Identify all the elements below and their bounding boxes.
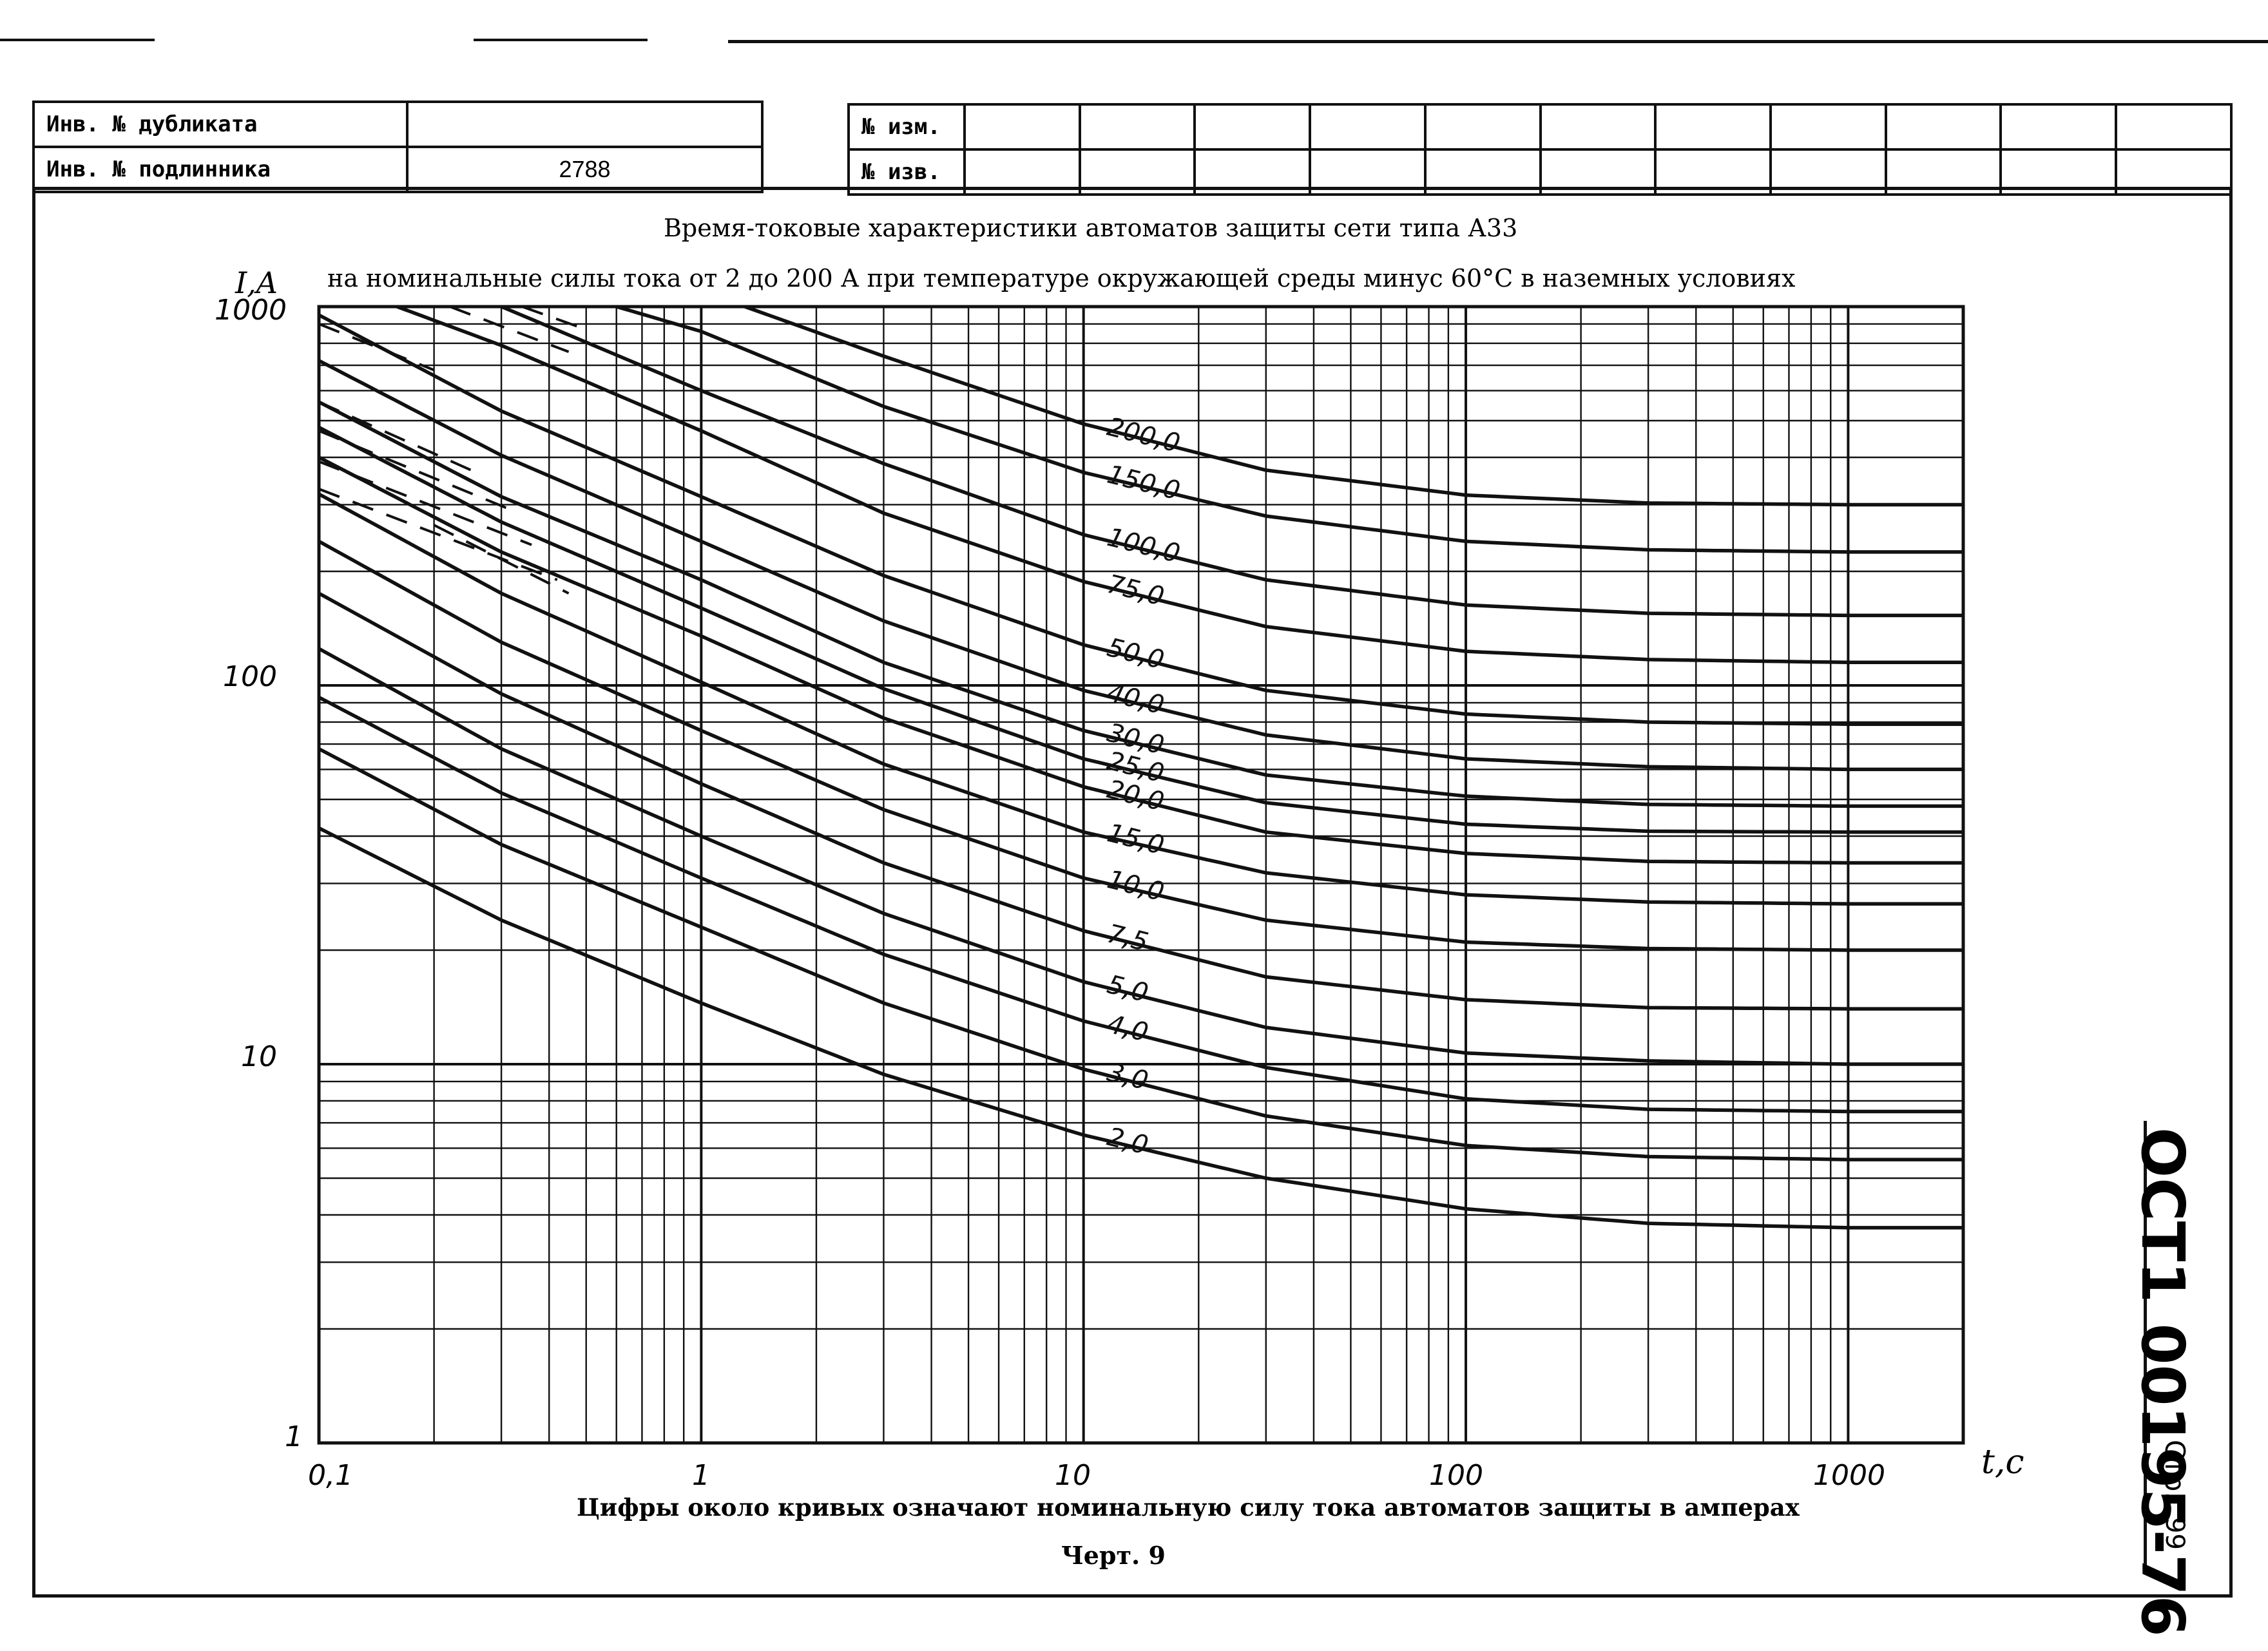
curve-4,0 [318, 696, 1963, 1114]
left-margin-mark [32, 361, 35, 1572]
stamp-left-label: Инв. № дубликата [32, 100, 408, 148]
curve-label: 75,0 [1104, 569, 1168, 612]
curve-label: 2,0 [1104, 1122, 1151, 1161]
page-number: 99 [2160, 1517, 2189, 1550]
curve-label: 15,0 [1104, 818, 1168, 861]
x-tick-label: 1000 [1813, 1459, 1885, 1492]
stamp-left-row: Инв. № дубликата [32, 100, 764, 148]
chart-subtitle: на номинальные силы тока от 2 до 200 А п… [327, 264, 1796, 292]
dashed-curve [318, 401, 472, 472]
curve-label: 150,0 [1104, 459, 1183, 506]
curve-20,0 [318, 455, 1963, 865]
stamp-cell [1423, 103, 1542, 151]
stamp-left-table: Инв. № дубликата Инв. № подлинника 2788 [32, 100, 764, 193]
curve-75,0 [396, 305, 1963, 665]
dashed-curve [318, 323, 435, 372]
curve-25,0 [318, 425, 1963, 834]
stamp-cell [1999, 103, 2118, 151]
y-tick-label: 10 [241, 1040, 277, 1073]
x-tick-label: 100 [1429, 1459, 1483, 1492]
curve-label: 7,5 [1104, 919, 1151, 957]
y-tick-label: 1 [285, 1420, 303, 1453]
curve-label: 5,0 [1104, 969, 1151, 1008]
curve-3,0 [318, 747, 1963, 1161]
chart-title: Время-токовые характеристики автоматов з… [664, 214, 1518, 242]
stamp-left-value [406, 100, 764, 148]
curve-2,0 [318, 826, 1963, 1230]
curve-150,0 [615, 305, 1963, 554]
dashed-curve [449, 305, 570, 353]
x-tick-label: 1 [692, 1459, 710, 1492]
stamp-cell [1193, 103, 1312, 151]
stamp-left-row: Инв. № подлинника 2788 [32, 146, 764, 193]
stamp-cell [2115, 103, 2233, 151]
curve-15,0 [318, 492, 1963, 906]
page-prefix: Стр. [2159, 1440, 2191, 1500]
dashed-curve [433, 524, 570, 595]
curve-200,0 [744, 305, 1963, 507]
curve-30,0 [318, 400, 1963, 808]
curve-50,0 [318, 313, 1963, 726]
stamp-cell [1078, 103, 1196, 151]
top-rule-mid [474, 39, 648, 41]
y-tick-label: 100 [223, 660, 277, 693]
curve-5,0 [318, 647, 1963, 1066]
y-tick-label: 1000 [215, 294, 287, 327]
curve-label: 200,0 [1104, 412, 1183, 459]
curve-7,5 [318, 591, 1963, 1011]
stamp-cell [963, 103, 1081, 151]
dashed-curve [318, 488, 558, 581]
document-code: ОСТ1 00195-76 [2128, 1127, 2197, 1637]
dashed-curve [521, 305, 587, 331]
curve-label: 4,0 [1104, 1009, 1151, 1048]
x-tick-label: 0,1 [308, 1459, 353, 1492]
stamp-right-label: № изм. [847, 103, 966, 151]
caption-note: Цифры около кривых означают номинальную … [577, 1493, 1800, 1522]
plot-frame [317, 305, 1965, 1445]
doc-code-rule [2144, 1121, 2147, 1565]
stamp-cell [1539, 103, 1657, 151]
top-rule-right [728, 40, 2268, 43]
stamp-cell [1309, 103, 1427, 151]
curve-label: 100,0 [1104, 522, 1183, 569]
curve-40,0 [318, 359, 1963, 772]
x-tick-label: 10 [1055, 1459, 1091, 1492]
stamp-cell [1884, 103, 2003, 151]
stamp-cell [1769, 103, 1887, 151]
stamp-cell [1654, 103, 1773, 151]
curve-label: 10,0 [1104, 864, 1168, 907]
x-axis-label: t,c [1981, 1443, 2024, 1482]
curve-label: 50,0 [1104, 633, 1168, 675]
y-axis-label: I,A [235, 265, 278, 300]
top-rule-left [0, 39, 155, 41]
curve-100,0 [501, 305, 1963, 618]
dashed-curve [318, 460, 532, 546]
curve-10,0 [318, 539, 1963, 952]
stamp-left-label: Инв. № подлинника [32, 146, 408, 193]
figure-label: Черт. 9 [1061, 1541, 1166, 1570]
stamp-left-value: 2788 [406, 146, 764, 193]
stamp-right-row: № изм. [847, 103, 2233, 151]
